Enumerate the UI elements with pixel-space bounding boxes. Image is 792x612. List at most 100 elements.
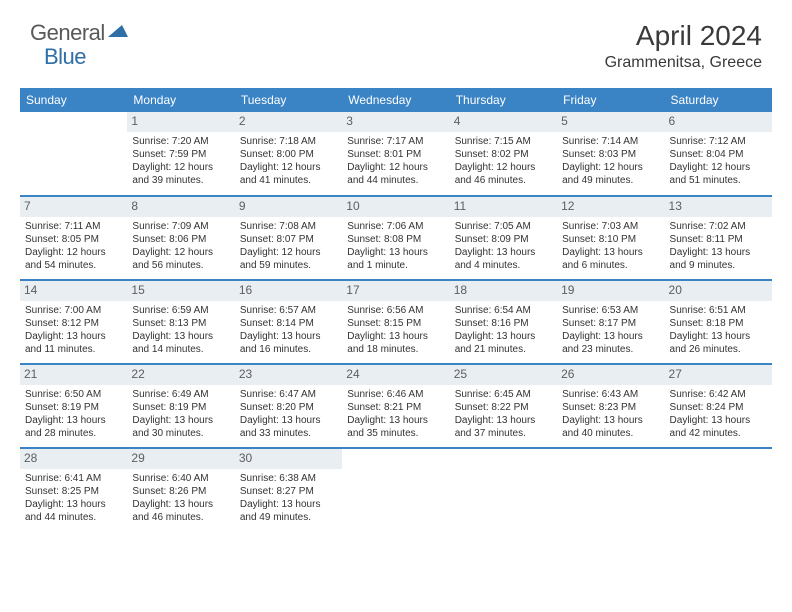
calendar-cell: [557, 448, 664, 530]
sunset-text: Sunset: 8:06 PM: [132, 233, 229, 246]
day-number: 1: [127, 112, 234, 132]
sunrise-text: Sunrise: 7:05 AM: [455, 220, 552, 233]
sunrise-text: Sunrise: 6:47 AM: [240, 388, 337, 401]
sunrise-text: Sunrise: 7:08 AM: [240, 220, 337, 233]
sunset-text: Sunset: 8:16 PM: [455, 317, 552, 330]
sunset-text: Sunset: 8:09 PM: [455, 233, 552, 246]
sunset-text: Sunset: 8:11 PM: [670, 233, 767, 246]
calendar-table: Sunday Monday Tuesday Wednesday Thursday…: [20, 88, 772, 530]
day-number: 11: [450, 197, 557, 217]
sunset-text: Sunset: 7:59 PM: [132, 148, 229, 161]
sunrise-text: Sunrise: 7:09 AM: [132, 220, 229, 233]
calendar-cell: 28Sunrise: 6:41 AMSunset: 8:25 PMDayligh…: [20, 448, 127, 530]
daylight-text: Daylight: 13 hours and 16 minutes.: [240, 330, 337, 356]
sunset-text: Sunset: 8:18 PM: [670, 317, 767, 330]
daylight-text: Daylight: 13 hours and 18 minutes.: [347, 330, 444, 356]
sunrise-text: Sunrise: 6:54 AM: [455, 304, 552, 317]
calendar-cell: 10Sunrise: 7:06 AMSunset: 8:08 PMDayligh…: [342, 196, 449, 280]
logo-text-blue: Blue: [44, 44, 86, 69]
daylight-text: Daylight: 13 hours and 6 minutes.: [562, 246, 659, 272]
calendar-cell: 20Sunrise: 6:51 AMSunset: 8:18 PMDayligh…: [665, 280, 772, 364]
sunset-text: Sunset: 8:21 PM: [347, 401, 444, 414]
daylight-text: Daylight: 12 hours and 56 minutes.: [132, 246, 229, 272]
daylight-text: Daylight: 12 hours and 39 minutes.: [132, 161, 229, 187]
day-number: 6: [665, 112, 772, 132]
sunrise-text: Sunrise: 6:38 AM: [240, 472, 337, 485]
day-number: 25: [450, 365, 557, 385]
calendar-cell: [450, 448, 557, 530]
location: Grammenitsa, Greece: [605, 54, 762, 72]
day-header-thursday: Thursday: [450, 88, 557, 112]
daylight-text: Daylight: 12 hours and 54 minutes.: [25, 246, 122, 272]
calendar-cell: 24Sunrise: 6:46 AMSunset: 8:21 PMDayligh…: [342, 364, 449, 448]
sunrise-text: Sunrise: 7:17 AM: [347, 135, 444, 148]
week-row: 1Sunrise: 7:20 AMSunset: 7:59 PMDaylight…: [20, 112, 772, 196]
calendar-cell: 30Sunrise: 6:38 AMSunset: 8:27 PMDayligh…: [235, 448, 342, 530]
sunset-text: Sunset: 8:22 PM: [455, 401, 552, 414]
daylight-text: Daylight: 13 hours and 23 minutes.: [562, 330, 659, 356]
day-number: 10: [342, 197, 449, 217]
day-number: 4: [450, 112, 557, 132]
day-number: 12: [557, 197, 664, 217]
daylight-text: Daylight: 13 hours and 30 minutes.: [132, 414, 229, 440]
sunset-text: Sunset: 8:00 PM: [240, 148, 337, 161]
sunset-text: Sunset: 8:07 PM: [240, 233, 337, 246]
sunrise-text: Sunrise: 6:40 AM: [132, 472, 229, 485]
calendar-cell: 15Sunrise: 6:59 AMSunset: 8:13 PMDayligh…: [127, 280, 234, 364]
daylight-text: Daylight: 12 hours and 46 minutes.: [455, 161, 552, 187]
calendar-cell: 12Sunrise: 7:03 AMSunset: 8:10 PMDayligh…: [557, 196, 664, 280]
sunrise-text: Sunrise: 7:02 AM: [670, 220, 767, 233]
sunrise-text: Sunrise: 7:18 AM: [240, 135, 337, 148]
daylight-text: Daylight: 13 hours and 4 minutes.: [455, 246, 552, 272]
sunrise-text: Sunrise: 6:45 AM: [455, 388, 552, 401]
daylight-text: Daylight: 13 hours and 40 minutes.: [562, 414, 659, 440]
sunset-text: Sunset: 8:12 PM: [25, 317, 122, 330]
day-number: 26: [557, 365, 664, 385]
day-number: 27: [665, 365, 772, 385]
sunrise-text: Sunrise: 6:42 AM: [670, 388, 767, 401]
calendar-cell: [20, 112, 127, 196]
sunrise-text: Sunrise: 6:43 AM: [562, 388, 659, 401]
calendar-cell: 11 Sunrise: 7:05 AMSunset: 8:09 PMDayligh…: [450, 196, 557, 280]
sunset-text: Sunset: 8:20 PM: [240, 401, 337, 414]
day-number: 5: [557, 112, 664, 132]
week-row: 7Sunrise: 7:11 AMSunset: 8:05 PMDaylight…: [20, 196, 772, 280]
day-number: 28: [20, 449, 127, 469]
daylight-text: Daylight: 13 hours and 1 minute.: [347, 246, 444, 272]
sunset-text: Sunset: 8:03 PM: [562, 148, 659, 161]
sunset-text: Sunset: 8:25 PM: [25, 485, 122, 498]
day-number: 29: [127, 449, 234, 469]
calendar-cell: 1Sunrise: 7:20 AMSunset: 7:59 PMDaylight…: [127, 112, 234, 196]
daylight-text: Daylight: 12 hours and 49 minutes.: [562, 161, 659, 187]
sunrise-text: Sunrise: 6:53 AM: [562, 304, 659, 317]
day-number: 2: [235, 112, 342, 132]
calendar-cell: 4Sunrise: 7:15 AMSunset: 8:02 PMDaylight…: [450, 112, 557, 196]
logo-text-general: General: [30, 20, 105, 46]
logo: General: [30, 20, 130, 46]
calendar-cell: [665, 448, 772, 530]
sunrise-text: Sunrise: 6:51 AM: [670, 304, 767, 317]
week-row: 14Sunrise: 7:00 AMSunset: 8:12 PMDayligh…: [20, 280, 772, 364]
day-number: 14: [20, 281, 127, 301]
daylight-text: Daylight: 13 hours and 42 minutes.: [670, 414, 767, 440]
day-header-wednesday: Wednesday: [342, 88, 449, 112]
calendar-cell: 5Sunrise: 7:14 AMSunset: 8:03 PMDaylight…: [557, 112, 664, 196]
day-header-sunday: Sunday: [20, 88, 127, 112]
daylight-text: Daylight: 12 hours and 51 minutes.: [670, 161, 767, 187]
sunset-text: Sunset: 8:19 PM: [25, 401, 122, 414]
daylight-text: Daylight: 13 hours and 33 minutes.: [240, 414, 337, 440]
logo-blue-row: Blue: [44, 44, 86, 70]
day-number: 19: [557, 281, 664, 301]
week-row: 28Sunrise: 6:41 AMSunset: 8:25 PMDayligh…: [20, 448, 772, 530]
calendar-cell: 8Sunrise: 7:09 AMSunset: 8:06 PMDaylight…: [127, 196, 234, 280]
calendar-cell: 16Sunrise: 6:57 AMSunset: 8:14 PMDayligh…: [235, 280, 342, 364]
sunset-text: Sunset: 8:08 PM: [347, 233, 444, 246]
daylight-text: Daylight: 13 hours and 35 minutes.: [347, 414, 444, 440]
day-number: 16: [235, 281, 342, 301]
day-number: 15: [127, 281, 234, 301]
calendar-cell: 23Sunrise: 6:47 AMSunset: 8:20 PMDayligh…: [235, 364, 342, 448]
sunset-text: Sunset: 8:01 PM: [347, 148, 444, 161]
day-header-tuesday: Tuesday: [235, 88, 342, 112]
calendar-cell: 14Sunrise: 7:00 AMSunset: 8:12 PMDayligh…: [20, 280, 127, 364]
day-header-friday: Friday: [557, 88, 664, 112]
